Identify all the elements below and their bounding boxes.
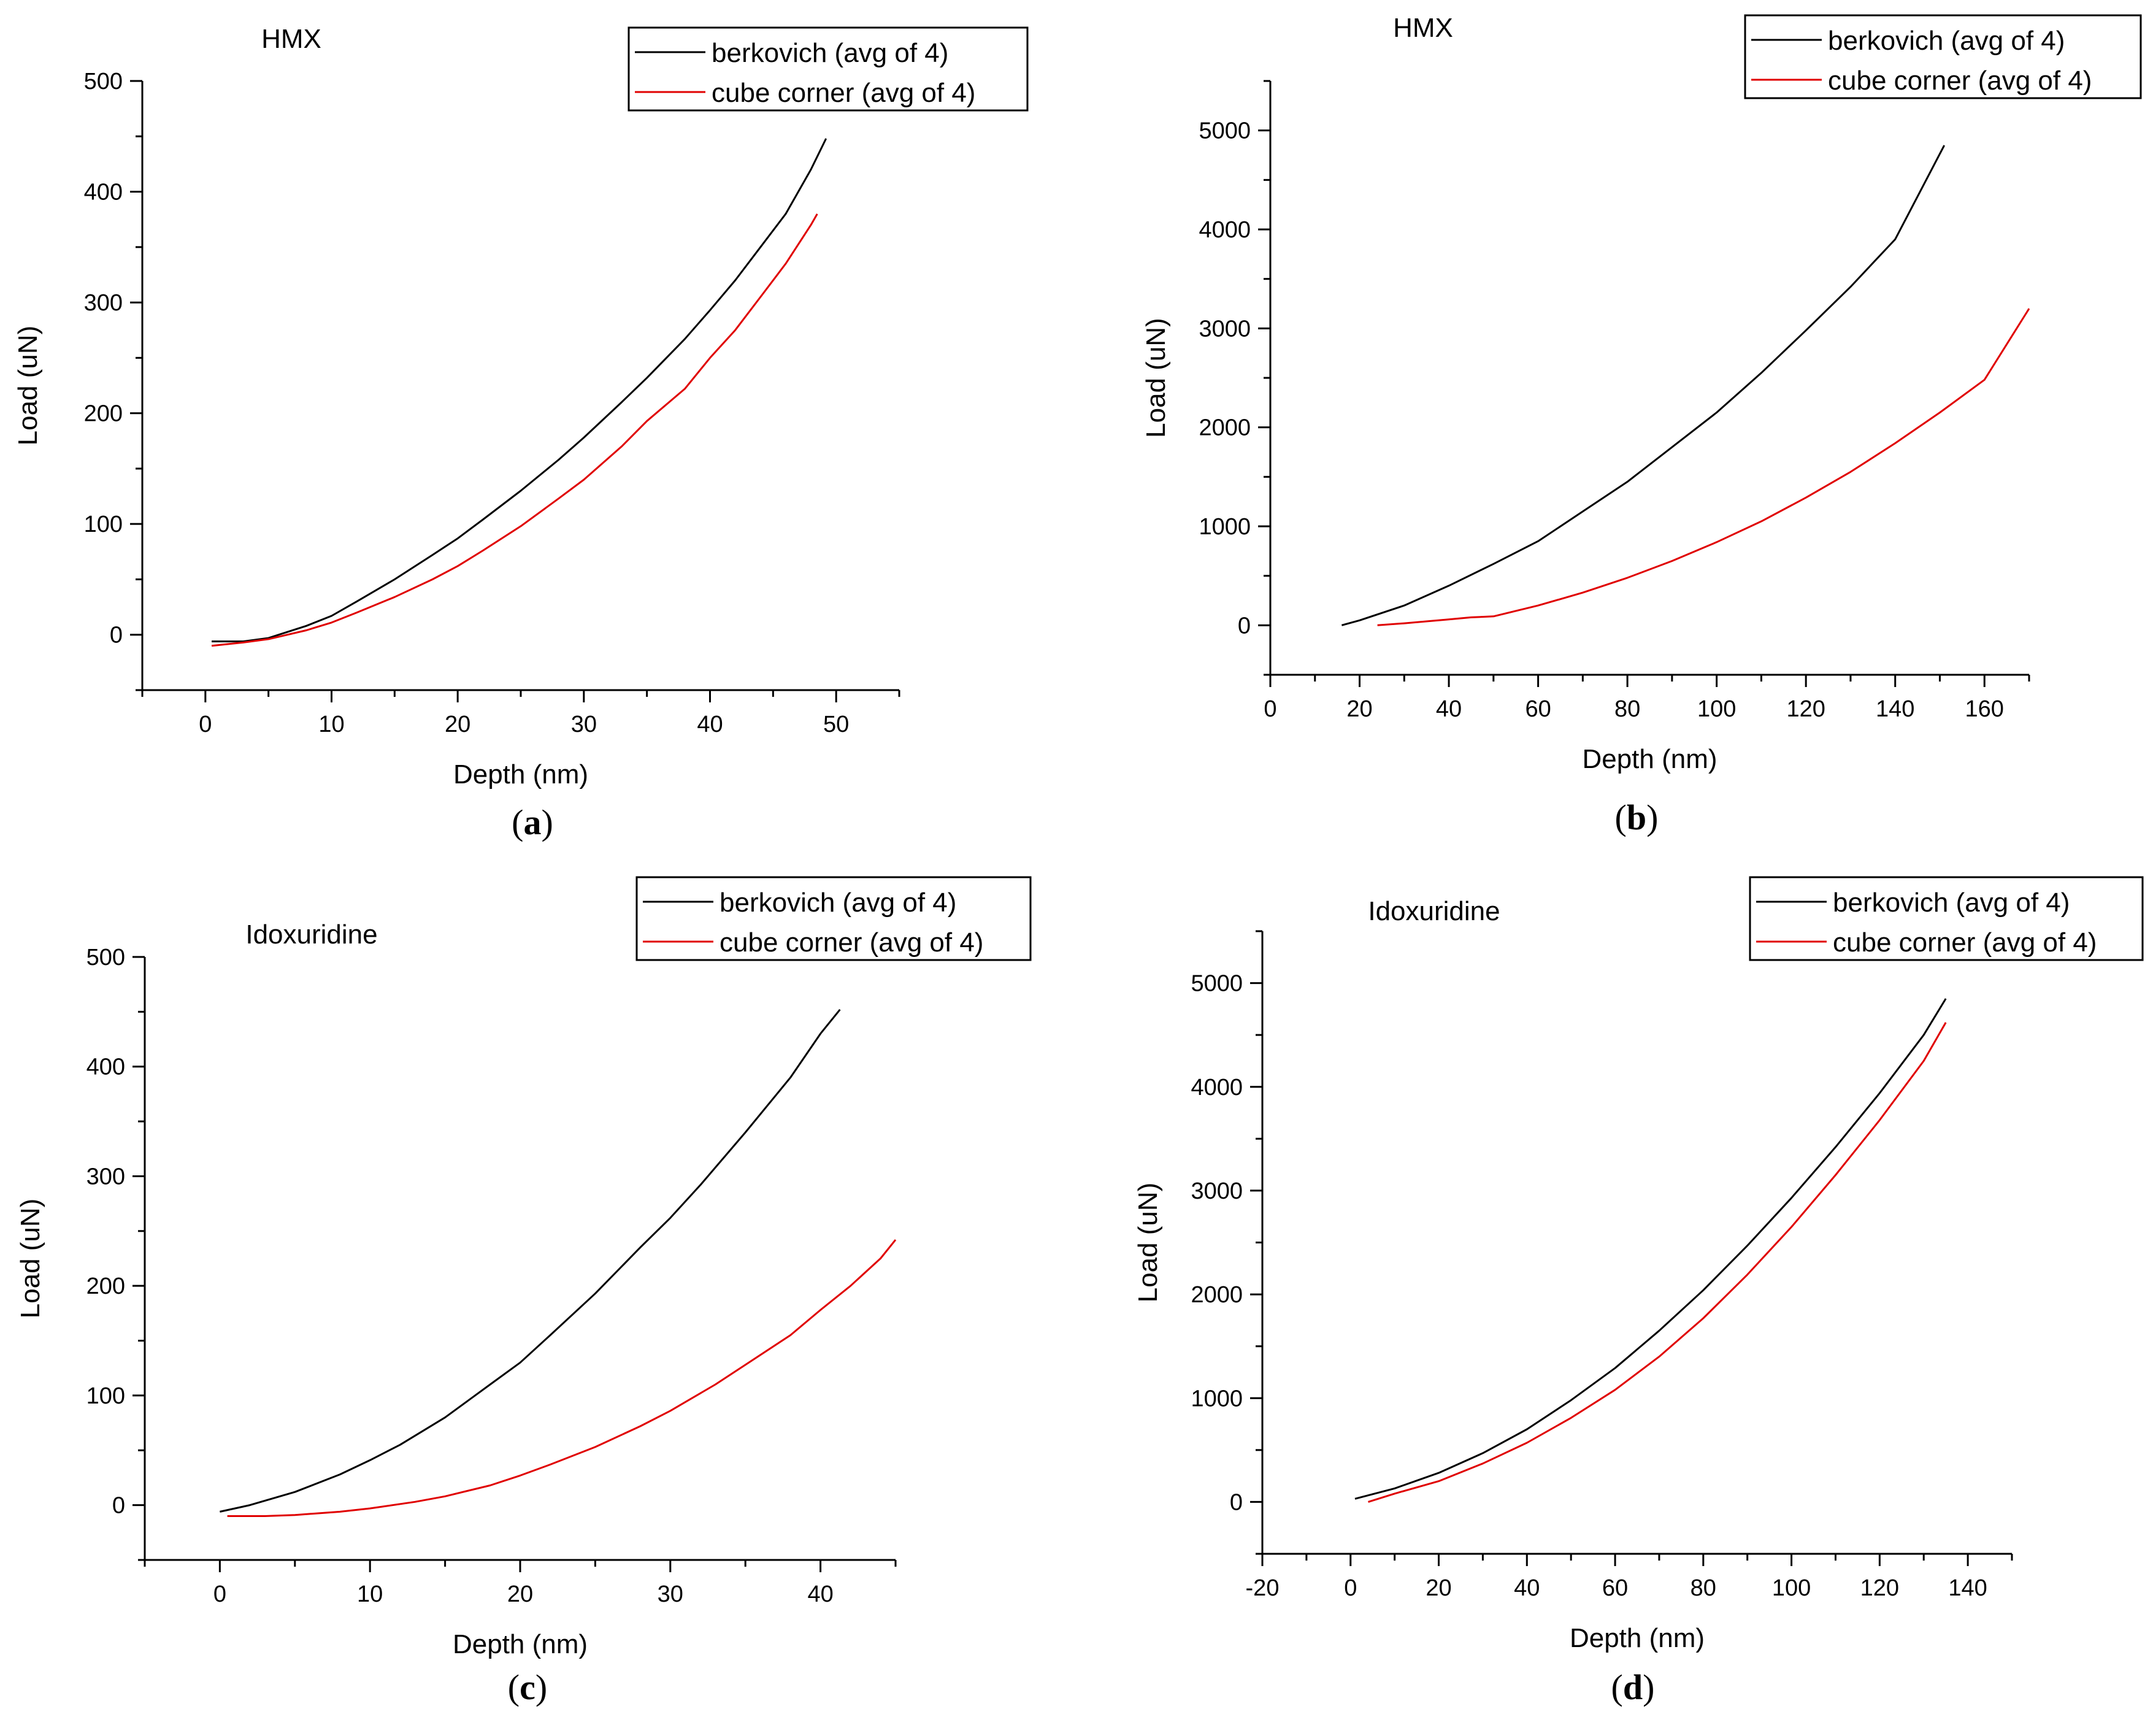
x-tick-label: 60 [1602,1575,1628,1601]
y-tick-label: 300 [86,1164,125,1189]
x-tick-label: 10 [318,712,344,737]
y-tick-label: 4000 [1191,1075,1243,1100]
legend: berkovich (avg of 4) cube corner (avg of … [627,26,1029,112]
legend-entry: berkovich (avg of 4) [1833,888,2070,918]
x-tick-label: 20 [1426,1575,1451,1601]
chart-title: HMX [1393,13,1453,43]
y-tick-label: 100 [84,512,123,537]
x-tick-label: 160 [1965,696,2004,722]
legend-entry: cube corner (avg of 4) [712,78,975,108]
y-tick-label: 500 [86,945,125,970]
x-tick-label: 120 [1786,696,1825,722]
legend-entry: berkovich (avg of 4) [1828,26,2065,56]
x-tick-label: 30 [658,1581,683,1607]
y-tick-label: 2000 [1191,1282,1243,1308]
legend-box [627,26,1029,112]
panel-label: (c) [508,1667,547,1707]
series-line-cube-corner [227,1239,897,1517]
x-axis-label: Depth (nm) [453,1629,588,1659]
x-tick-label: 0 [1344,1575,1357,1601]
x-tick-label: 0 [1264,696,1276,722]
series-line-cube-corner [1377,308,2030,626]
y-tick-label: 200 [86,1273,125,1299]
legend-box [1749,876,2144,961]
series-line-berkovich [1354,998,1947,1500]
x-tick-label: 40 [1514,1575,1540,1601]
x-tick-label: 40 [1436,696,1462,722]
legend-entry: berkovich (avg of 4) [712,38,948,68]
y-tick-label: 400 [86,1054,125,1080]
y-tick-label: 2000 [1199,415,1251,441]
legend-entry: cube corner (avg of 4) [720,928,983,958]
legend-box [1744,14,2142,99]
chart-panel-b: 0 20 40 60 80 100 120 140 160 0 1000 2000 3000 4000 50… [1141,13,2142,837]
x-tick-label: 80 [1691,1575,1716,1601]
legend-entry: berkovich (avg of 4) [720,888,956,918]
y-tick-label: 0 [1230,1489,1243,1515]
series-line-cube-corner [1368,1022,1947,1503]
y-axis-label: Load (uN) [1133,1183,1163,1303]
x-axis-label: Depth (nm) [1570,1623,1705,1653]
y-tick-label: 0 [1238,613,1251,639]
x-tick-label: 60 [1525,696,1551,722]
x-tick-label: 40 [697,712,723,737]
x-tick-label: 80 [1614,696,1640,722]
y-tick-label: 5000 [1199,118,1251,144]
y-tick-label: 4000 [1199,217,1251,243]
series-line-berkovich [212,138,827,643]
y-tick-label: 500 [84,69,123,94]
x-tick-label: 10 [357,1581,383,1607]
x-tick-label: 140 [1948,1575,1987,1601]
x-tick-label: 20 [507,1581,533,1607]
legend-box [635,876,1032,961]
x-tick-label: 100 [1772,1575,1811,1601]
legend-entry: cube corner (avg of 4) [1833,928,2097,958]
y-tick-label: 1000 [1191,1386,1243,1411]
legend: berkovich (avg of 4) cube corner (avg of … [635,876,1032,961]
x-tick-label: 100 [1697,696,1736,722]
chart-panel-d: -20 0 20 40 60 80 100 120 140 0 1000 2000 3000 4000 50… [1133,876,2144,1707]
x-tick-label: 20 [1346,696,1372,722]
panel-label: (b) [1615,797,1659,837]
x-tick-label: 50 [823,712,849,737]
y-tick-label: 0 [112,1493,125,1519]
x-axis-label: Depth (nm) [453,759,588,789]
x-axis-label: Depth (nm) [1582,744,1717,774]
chart-title: Idoxuridine [245,920,377,950]
x-tick-label: -20 [1246,1575,1280,1601]
y-tick-label: 400 [84,180,123,205]
y-tick-label: 3000 [1191,1178,1243,1204]
legend: berkovich (avg of 4) cube corner (avg of … [1744,14,2142,99]
y-tick-label: 0 [110,623,123,648]
x-tick-label: 140 [1876,696,1914,722]
y-axis-label: Load (uN) [1141,318,1171,438]
y-tick-label: 1000 [1199,514,1251,540]
x-tick-label: 40 [807,1581,833,1607]
y-tick-label: 5000 [1191,971,1243,997]
x-tick-label: 20 [445,712,470,737]
chart-title: HMX [261,24,321,54]
y-tick-label: 300 [84,290,123,316]
legend: berkovich (avg of 4) cube corner (avg of … [1749,876,2144,961]
y-tick-label: 100 [86,1383,125,1409]
chart-title: Idoxuridine [1368,896,1500,926]
legend-entry: cube corner (avg of 4) [1828,66,2092,96]
series-line-cube-corner [211,213,818,647]
x-tick-label: 0 [213,1581,226,1607]
panel-label: (d) [1611,1667,1655,1707]
panel-label: (a) [512,802,553,842]
y-axis-label: Load (uN) [13,326,43,446]
series-line-berkovich [1341,145,1946,626]
series-line-berkovich [220,1008,841,1513]
y-axis-label: Load (uN) [15,1199,45,1319]
y-tick-label: 200 [84,401,123,427]
x-tick-label: 0 [199,712,212,737]
x-tick-label: 30 [571,712,597,737]
y-tick-label: 3000 [1199,316,1251,342]
x-tick-label: 120 [1860,1575,1899,1601]
